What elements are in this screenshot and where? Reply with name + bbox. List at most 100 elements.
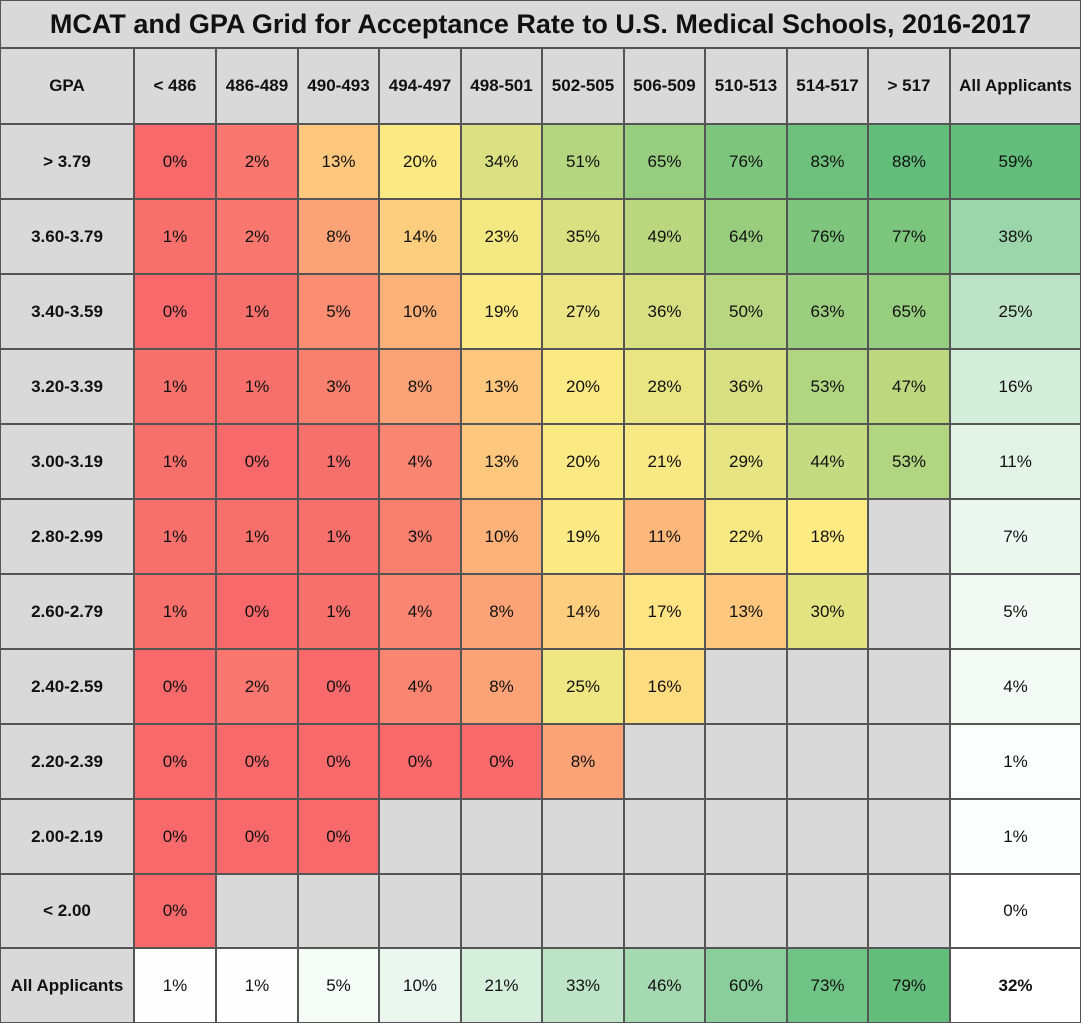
cell-3-40-3-59-486-489: 1% bbox=[216, 274, 298, 349]
cell-2-80-2-99-498-501: 10% bbox=[461, 499, 542, 574]
cell-3-40-3-59-502-505: 27% bbox=[542, 274, 624, 349]
cell-2-00-2-19-lt-486: 0% bbox=[134, 799, 216, 874]
column-header-498-501: 498-501 bbox=[461, 48, 542, 124]
cell-3-60-3-79-514-517: 76% bbox=[787, 199, 868, 274]
column-header-510-513: 510-513 bbox=[705, 48, 787, 124]
row-header-lt-2-00: < 2.00 bbox=[0, 874, 134, 948]
empty-cell-2-00-2-19-498-501 bbox=[461, 799, 542, 874]
cell-2-60-2-79-498-501: 8% bbox=[461, 574, 542, 649]
cell-2-40-2-59-498-501: 8% bbox=[461, 649, 542, 724]
row-header-3-20-3-39: 3.20-3.39 bbox=[0, 349, 134, 424]
cell-3-40-3-59-lt-486: 0% bbox=[134, 274, 216, 349]
empty-cell-2-00-2-19-506-509 bbox=[624, 799, 705, 874]
cell-gt-3-79-lt-486: 0% bbox=[134, 124, 216, 199]
cell-all-applicants-all-applicants: 32% bbox=[950, 948, 1081, 1023]
empty-cell-lt-2-00-510-513 bbox=[705, 874, 787, 948]
cell-3-00-3-19-lt-486: 1% bbox=[134, 424, 216, 499]
cell-2-20-2-39-494-497: 0% bbox=[379, 724, 461, 799]
cell-3-00-3-19-498-501: 13% bbox=[461, 424, 542, 499]
column-header-486-489: 486-489 bbox=[216, 48, 298, 124]
cell-2-80-2-99-506-509: 11% bbox=[624, 499, 705, 574]
cell-3-40-3-59-all-applicants: 25% bbox=[950, 274, 1081, 349]
empty-cell-2-20-2-39-gt-517 bbox=[868, 724, 950, 799]
empty-cell-2-20-2-39-506-509 bbox=[624, 724, 705, 799]
column-header-490-493: 490-493 bbox=[298, 48, 379, 124]
cell-3-40-3-59-494-497: 10% bbox=[379, 274, 461, 349]
cell-3-60-3-79-498-501: 23% bbox=[461, 199, 542, 274]
cell-3-00-3-19-494-497: 4% bbox=[379, 424, 461, 499]
empty-cell-2-60-2-79-gt-517 bbox=[868, 574, 950, 649]
cell-2-20-2-39-all-applicants: 1% bbox=[950, 724, 1081, 799]
cell-2-20-2-39-490-493: 0% bbox=[298, 724, 379, 799]
column-header-all-applicants: All Applicants bbox=[950, 48, 1081, 124]
cell-3-60-3-79-506-509: 49% bbox=[624, 199, 705, 274]
cell-3-40-3-59-514-517: 63% bbox=[787, 274, 868, 349]
cell-3-60-3-79-502-505: 35% bbox=[542, 199, 624, 274]
cell-all-applicants-494-497: 10% bbox=[379, 948, 461, 1023]
row-header-2-20-2-39: 2.20-2.39 bbox=[0, 724, 134, 799]
cell-all-applicants-lt-486: 1% bbox=[134, 948, 216, 1023]
cell-3-20-3-39-490-493: 3% bbox=[298, 349, 379, 424]
column-header-gt-517: > 517 bbox=[868, 48, 950, 124]
row-header-3-60-3-79: 3.60-3.79 bbox=[0, 199, 134, 274]
cell-gt-3-79-510-513: 76% bbox=[705, 124, 787, 199]
empty-cell-lt-2-00-486-489 bbox=[216, 874, 298, 948]
cell-3-20-3-39-494-497: 8% bbox=[379, 349, 461, 424]
cell-2-20-2-39-498-501: 0% bbox=[461, 724, 542, 799]
cell-2-80-2-99-502-505: 19% bbox=[542, 499, 624, 574]
cell-3-20-3-39-502-505: 20% bbox=[542, 349, 624, 424]
row-header-2-00-2-19: 2.00-2.19 bbox=[0, 799, 134, 874]
cell-3-60-3-79-lt-486: 1% bbox=[134, 199, 216, 274]
cell-gt-3-79-494-497: 20% bbox=[379, 124, 461, 199]
cell-2-60-2-79-510-513: 13% bbox=[705, 574, 787, 649]
cell-gt-3-79-502-505: 51% bbox=[542, 124, 624, 199]
cell-2-20-2-39-502-505: 8% bbox=[542, 724, 624, 799]
column-header-514-517: 514-517 bbox=[787, 48, 868, 124]
empty-cell-2-00-2-19-514-517 bbox=[787, 799, 868, 874]
cell-3-00-3-19-502-505: 20% bbox=[542, 424, 624, 499]
cell-all-applicants-506-509: 46% bbox=[624, 948, 705, 1023]
cell-3-00-3-19-490-493: 1% bbox=[298, 424, 379, 499]
cell-3-40-3-59-510-513: 50% bbox=[705, 274, 787, 349]
column-header-494-497: 494-497 bbox=[379, 48, 461, 124]
cell-3-20-3-39-514-517: 53% bbox=[787, 349, 868, 424]
column-header-502-505: 502-505 bbox=[542, 48, 624, 124]
empty-cell-2-40-2-59-gt-517 bbox=[868, 649, 950, 724]
cell-gt-3-79-all-applicants: 59% bbox=[950, 124, 1081, 199]
cell-2-40-2-59-lt-486: 0% bbox=[134, 649, 216, 724]
cell-all-applicants-490-493: 5% bbox=[298, 948, 379, 1023]
cell-3-60-3-79-all-applicants: 38% bbox=[950, 199, 1081, 274]
cell-2-60-2-79-all-applicants: 5% bbox=[950, 574, 1081, 649]
empty-cell-lt-2-00-502-505 bbox=[542, 874, 624, 948]
cell-3-40-3-59-gt-517: 65% bbox=[868, 274, 950, 349]
cell-3-20-3-39-498-501: 13% bbox=[461, 349, 542, 424]
cell-2-80-2-99-486-489: 1% bbox=[216, 499, 298, 574]
cell-2-60-2-79-514-517: 30% bbox=[787, 574, 868, 649]
column-header-lt-486: < 486 bbox=[134, 48, 216, 124]
empty-cell-2-80-2-99-gt-517 bbox=[868, 499, 950, 574]
cell-2-00-2-19-490-493: 0% bbox=[298, 799, 379, 874]
chart-title: MCAT and GPA Grid for Acceptance Rate to… bbox=[0, 0, 1081, 48]
cell-all-applicants-514-517: 73% bbox=[787, 948, 868, 1023]
column-header-506-509: 506-509 bbox=[624, 48, 705, 124]
empty-cell-2-40-2-59-514-517 bbox=[787, 649, 868, 724]
cell-2-60-2-79-486-489: 0% bbox=[216, 574, 298, 649]
corner-label-gpa: GPA bbox=[0, 48, 134, 124]
cell-2-80-2-99-494-497: 3% bbox=[379, 499, 461, 574]
cell-all-applicants-498-501: 21% bbox=[461, 948, 542, 1023]
empty-cell-2-00-2-19-510-513 bbox=[705, 799, 787, 874]
cell-3-60-3-79-gt-517: 77% bbox=[868, 199, 950, 274]
cell-2-60-2-79-506-509: 17% bbox=[624, 574, 705, 649]
empty-cell-2-20-2-39-514-517 bbox=[787, 724, 868, 799]
cell-all-applicants-486-489: 1% bbox=[216, 948, 298, 1023]
cell-3-20-3-39-486-489: 1% bbox=[216, 349, 298, 424]
cell-3-60-3-79-494-497: 14% bbox=[379, 199, 461, 274]
cell-3-20-3-39-510-513: 36% bbox=[705, 349, 787, 424]
cell-2-80-2-99-490-493: 1% bbox=[298, 499, 379, 574]
empty-cell-2-00-2-19-494-497 bbox=[379, 799, 461, 874]
cell-2-20-2-39-lt-486: 0% bbox=[134, 724, 216, 799]
cell-2-40-2-59-506-509: 16% bbox=[624, 649, 705, 724]
empty-cell-2-40-2-59-510-513 bbox=[705, 649, 787, 724]
cell-3-00-3-19-gt-517: 53% bbox=[868, 424, 950, 499]
